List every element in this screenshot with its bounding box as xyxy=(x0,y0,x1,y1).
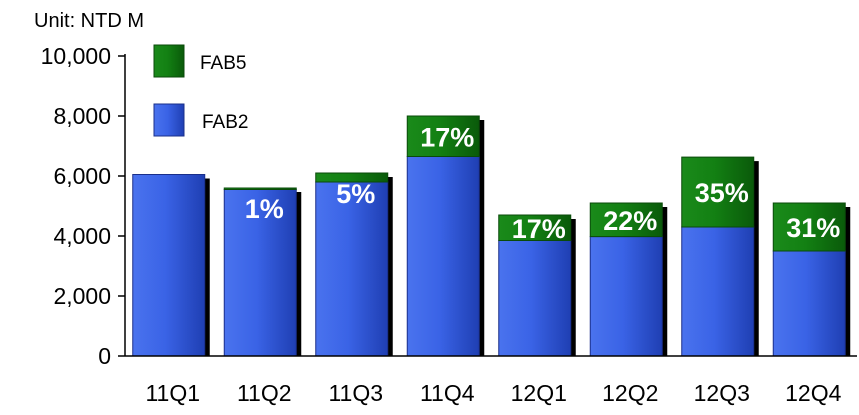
share-label: 22% xyxy=(603,206,657,236)
y-tick-label: 8,000 xyxy=(53,103,111,129)
y-tick-label: 0 xyxy=(98,343,111,369)
legend-label-fab5: FAB5 xyxy=(200,53,246,74)
y-tick-label: 4,000 xyxy=(53,223,111,249)
bar-fab5 xyxy=(223,187,297,190)
x-tick-label: 11Q4 xyxy=(420,380,475,406)
bar-fab5 xyxy=(406,115,480,157)
bar-fab2 xyxy=(498,240,572,357)
share-label: 5% xyxy=(336,179,375,209)
bar-fab5 xyxy=(315,172,389,183)
bar-fab2 xyxy=(315,181,389,357)
x-tick-label: 11Q2 xyxy=(237,380,292,406)
share-labels: 1% 5% 17% 17% 22% 35% 31% xyxy=(245,122,841,244)
legend-swatch-fab5 xyxy=(153,44,185,78)
y-tick-label: 6,000 xyxy=(53,163,111,189)
bar-fab5 xyxy=(681,156,755,228)
bar-fab5 xyxy=(589,202,663,238)
bar-fab5 xyxy=(772,202,846,252)
x-tick-label: 11Q1 xyxy=(145,380,200,406)
bar-fab2 xyxy=(406,156,480,357)
bar-fab2 xyxy=(681,226,755,357)
y-tick-label: 10,000 xyxy=(41,43,111,69)
share-label: 35% xyxy=(695,178,749,208)
bar-fab5 xyxy=(498,214,572,241)
x-tick-label: 11Q3 xyxy=(328,380,383,406)
bar-fab2 xyxy=(223,189,297,357)
share-label: 17% xyxy=(420,122,474,152)
x-tick-label: 12Q3 xyxy=(694,380,750,406)
y-tick-label: 2,000 xyxy=(53,283,111,309)
share-label: 31% xyxy=(786,213,840,243)
x-tick-label: 12Q1 xyxy=(511,380,567,406)
bars xyxy=(132,115,851,357)
unit-label: Unit: NTD M xyxy=(34,10,144,32)
share-label: 17% xyxy=(512,214,566,244)
legend-swatch-fab2 xyxy=(153,103,185,137)
x-tick-label: 12Q4 xyxy=(785,380,841,406)
bar-fab2 xyxy=(772,250,846,357)
legend-label-fab2: FAB2 xyxy=(202,112,248,133)
y-axis-ticks: 0 2,000 4,000 6,000 8,000 10,000 xyxy=(41,43,125,369)
x-tick-label: 12Q2 xyxy=(602,380,658,406)
bar-fab2 xyxy=(132,174,206,357)
legend: FAB5 FAB2 xyxy=(153,44,248,137)
share-label: 1% xyxy=(245,194,284,224)
x-axis-labels: 11Q1 11Q2 11Q3 11Q4 12Q1 12Q2 12Q3 12Q4 xyxy=(145,380,841,406)
bar-fab2 xyxy=(589,236,663,357)
